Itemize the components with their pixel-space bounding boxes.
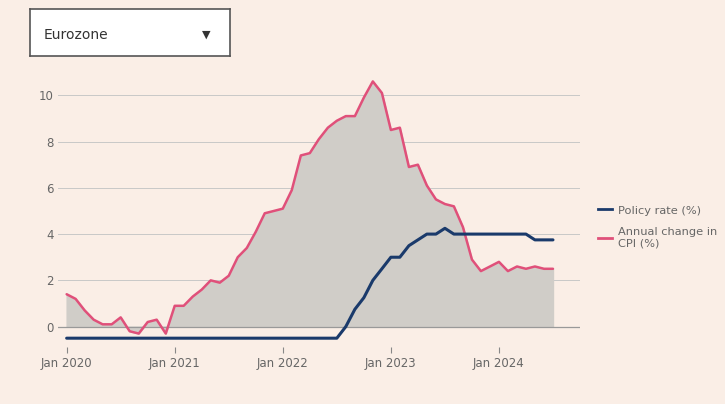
Text: ▼: ▼ <box>202 30 210 40</box>
Legend: Policy rate (%), Annual change in
CPI (%): Policy rate (%), Annual change in CPI (%… <box>596 203 719 251</box>
Text: Eurozone: Eurozone <box>44 28 108 42</box>
